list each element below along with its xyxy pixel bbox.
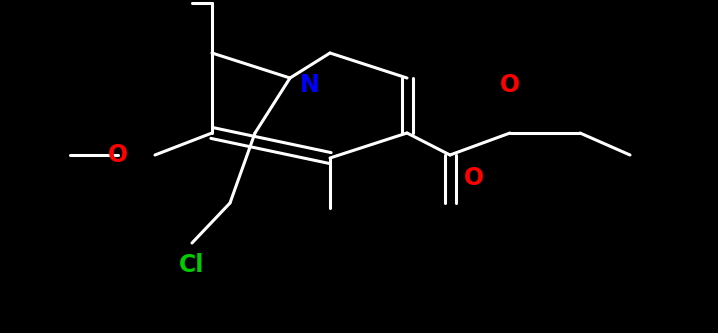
- Text: N: N: [300, 73, 320, 97]
- Text: O: O: [464, 166, 484, 190]
- Text: O: O: [108, 143, 128, 167]
- Text: O: O: [500, 73, 520, 97]
- Text: Cl: Cl: [180, 253, 205, 277]
